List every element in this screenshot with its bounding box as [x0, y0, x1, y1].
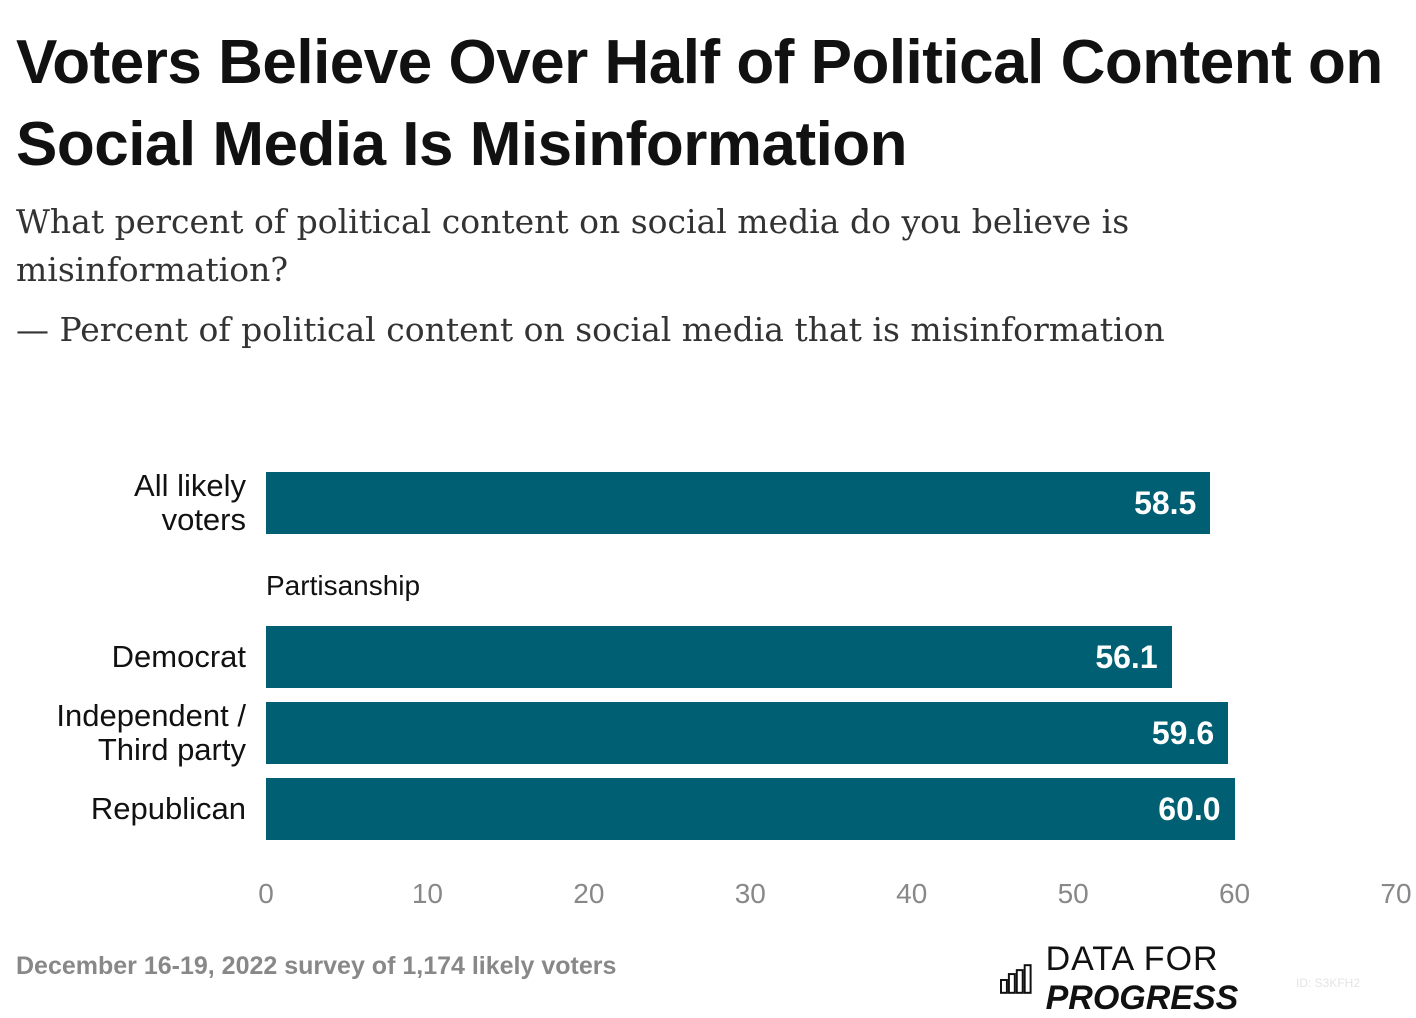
bar-chart-icon — [1000, 964, 1032, 994]
x-tick-label: 30 — [734, 878, 766, 909]
logo-text-2: PROGRESS — [1045, 979, 1239, 1017]
value-label: 56.1 — [1095, 639, 1158, 675]
x-tick-label: 70 — [1380, 878, 1412, 909]
chart-subtitle: What percent of political content on soc… — [16, 202, 1130, 289]
bar-1: 56.1 — [266, 626, 1172, 688]
category-label: Republican — [90, 791, 246, 826]
category-label: Democrat — [111, 639, 246, 674]
x-tick-label: 20 — [573, 878, 605, 909]
chart-note: — Percent of political content on social… — [16, 310, 1165, 349]
bar-3: 60.0 — [266, 778, 1235, 840]
category-label: Independent / Third party — [56, 698, 246, 767]
x-tick-label: 50 — [1057, 878, 1089, 909]
chart-id: ID: S3KFH2 — [1296, 976, 1361, 990]
x-tick-label: 60 — [1218, 878, 1251, 909]
value-label: 58.5 — [1134, 485, 1197, 521]
x-tick-label: 10 — [411, 878, 443, 909]
bar-2: 59.6 — [266, 702, 1229, 764]
source-note: December 16-19, 2022 survey of 1,174 lik… — [16, 952, 617, 980]
logo-text-1: DATA FOR — [1045, 940, 1219, 978]
group-label: Partisanship — [266, 570, 421, 601]
x-tick-label: 40 — [896, 878, 928, 909]
category-label: All likely voters — [134, 468, 246, 537]
value-label: 60.0 — [1158, 791, 1221, 827]
bar-0: 58.5 — [266, 472, 1211, 534]
value-label: 59.6 — [1151, 715, 1215, 751]
x-tick-label: 0 — [258, 878, 274, 909]
chart-title: Voters Believe Over Half of Political Co… — [16, 28, 1383, 179]
